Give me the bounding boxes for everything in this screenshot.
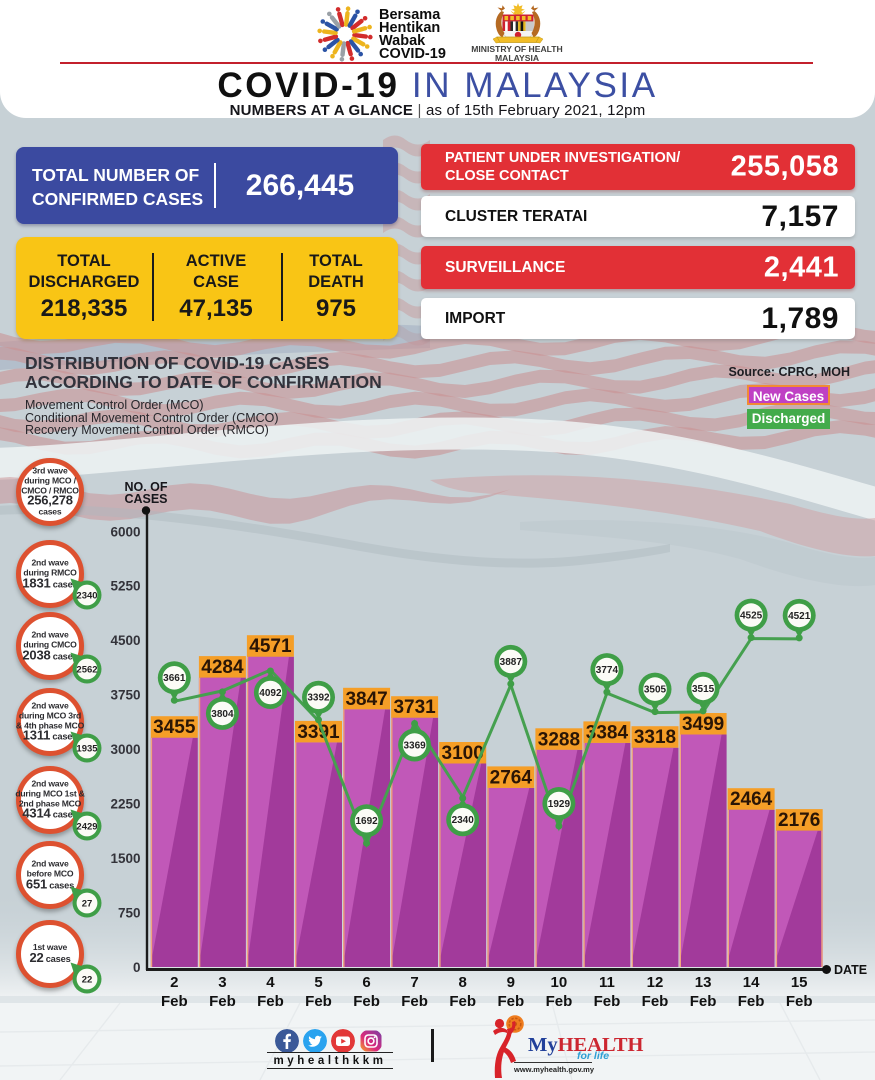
- svg-text:3318: 3318: [634, 727, 676, 748]
- svg-text:3731: 3731: [393, 697, 436, 718]
- svg-text:3384: 3384: [586, 722, 629, 743]
- svg-text:1692: 1692: [355, 816, 378, 827]
- svg-text:3505: 3505: [644, 685, 667, 696]
- svg-text:3804: 3804: [211, 709, 234, 720]
- svg-text:DATE: DATE: [834, 963, 867, 977]
- svg-text:8: 8: [459, 974, 467, 991]
- svg-text:3661: 3661: [163, 673, 186, 684]
- svg-text:14: 14: [743, 974, 760, 991]
- svg-text:3369: 3369: [403, 740, 426, 751]
- svg-text:4525: 4525: [740, 611, 763, 622]
- svg-text:Feb: Feb: [738, 993, 765, 1010]
- svg-text:2429: 2429: [76, 822, 97, 833]
- svg-text:4284: 4284: [201, 657, 244, 678]
- svg-text:1500: 1500: [110, 851, 140, 866]
- svg-text:4521: 4521: [788, 611, 811, 622]
- svg-text:Feb: Feb: [449, 993, 476, 1010]
- svg-text:7: 7: [410, 974, 418, 991]
- svg-text:Feb: Feb: [401, 993, 428, 1010]
- svg-text:4: 4: [266, 974, 275, 991]
- svg-text:2562: 2562: [76, 665, 97, 676]
- svg-text:Feb: Feb: [305, 993, 332, 1010]
- svg-text:Feb: Feb: [257, 993, 284, 1010]
- svg-text:Feb: Feb: [546, 993, 573, 1010]
- svg-text:Feb: Feb: [786, 993, 813, 1010]
- svg-text:2464: 2464: [730, 789, 773, 810]
- svg-text:3455: 3455: [153, 717, 196, 738]
- svg-text:3000: 3000: [110, 742, 140, 757]
- svg-text:12: 12: [647, 974, 664, 991]
- svg-text:10: 10: [551, 974, 568, 991]
- svg-text:2764: 2764: [490, 767, 533, 788]
- svg-text:CASES: CASES: [124, 492, 167, 506]
- svg-text:2: 2: [170, 974, 178, 991]
- svg-text:2176: 2176: [778, 810, 820, 831]
- svg-text:5: 5: [314, 974, 322, 991]
- svg-text:3392: 3392: [307, 693, 330, 704]
- svg-text:3887: 3887: [500, 657, 523, 668]
- svg-text:Feb: Feb: [594, 993, 621, 1010]
- svg-text:2340: 2340: [452, 815, 475, 826]
- svg-text:9: 9: [507, 974, 515, 991]
- svg-text:3847: 3847: [345, 689, 387, 710]
- svg-text:1929: 1929: [548, 799, 571, 810]
- svg-text:3515: 3515: [692, 684, 715, 695]
- svg-text:3391: 3391: [297, 722, 340, 743]
- svg-text:11: 11: [599, 974, 615, 991]
- svg-text:2250: 2250: [110, 797, 140, 812]
- svg-text:3288: 3288: [538, 729, 580, 750]
- svg-text:Feb: Feb: [353, 993, 380, 1010]
- svg-text:Feb: Feb: [161, 993, 188, 1010]
- svg-text:3499: 3499: [682, 714, 724, 735]
- svg-text:4092: 4092: [259, 688, 282, 699]
- svg-text:15: 15: [791, 974, 808, 991]
- svg-text:4571: 4571: [249, 636, 292, 657]
- svg-text:Feb: Feb: [209, 993, 236, 1010]
- svg-text:4500: 4500: [110, 633, 140, 648]
- svg-text:3774: 3774: [596, 665, 619, 676]
- svg-text:3: 3: [218, 974, 226, 991]
- svg-text:6000: 6000: [110, 524, 140, 539]
- svg-text:Feb: Feb: [690, 993, 717, 1010]
- svg-text:3100: 3100: [442, 743, 484, 764]
- svg-text:27: 27: [82, 899, 93, 910]
- svg-text:Feb: Feb: [642, 993, 669, 1010]
- svg-text:750: 750: [118, 905, 141, 920]
- svg-text:0: 0: [133, 960, 141, 975]
- svg-text:1935: 1935: [76, 744, 98, 755]
- svg-text:22: 22: [82, 975, 93, 986]
- svg-text:Feb: Feb: [497, 993, 524, 1010]
- svg-text:3750: 3750: [110, 688, 140, 703]
- svg-text:5250: 5250: [110, 579, 140, 594]
- svg-text:2340: 2340: [76, 591, 97, 602]
- svg-text:13: 13: [695, 974, 712, 991]
- svg-text:6: 6: [362, 974, 370, 991]
- svg-text:NO. OF: NO. OF: [124, 480, 167, 494]
